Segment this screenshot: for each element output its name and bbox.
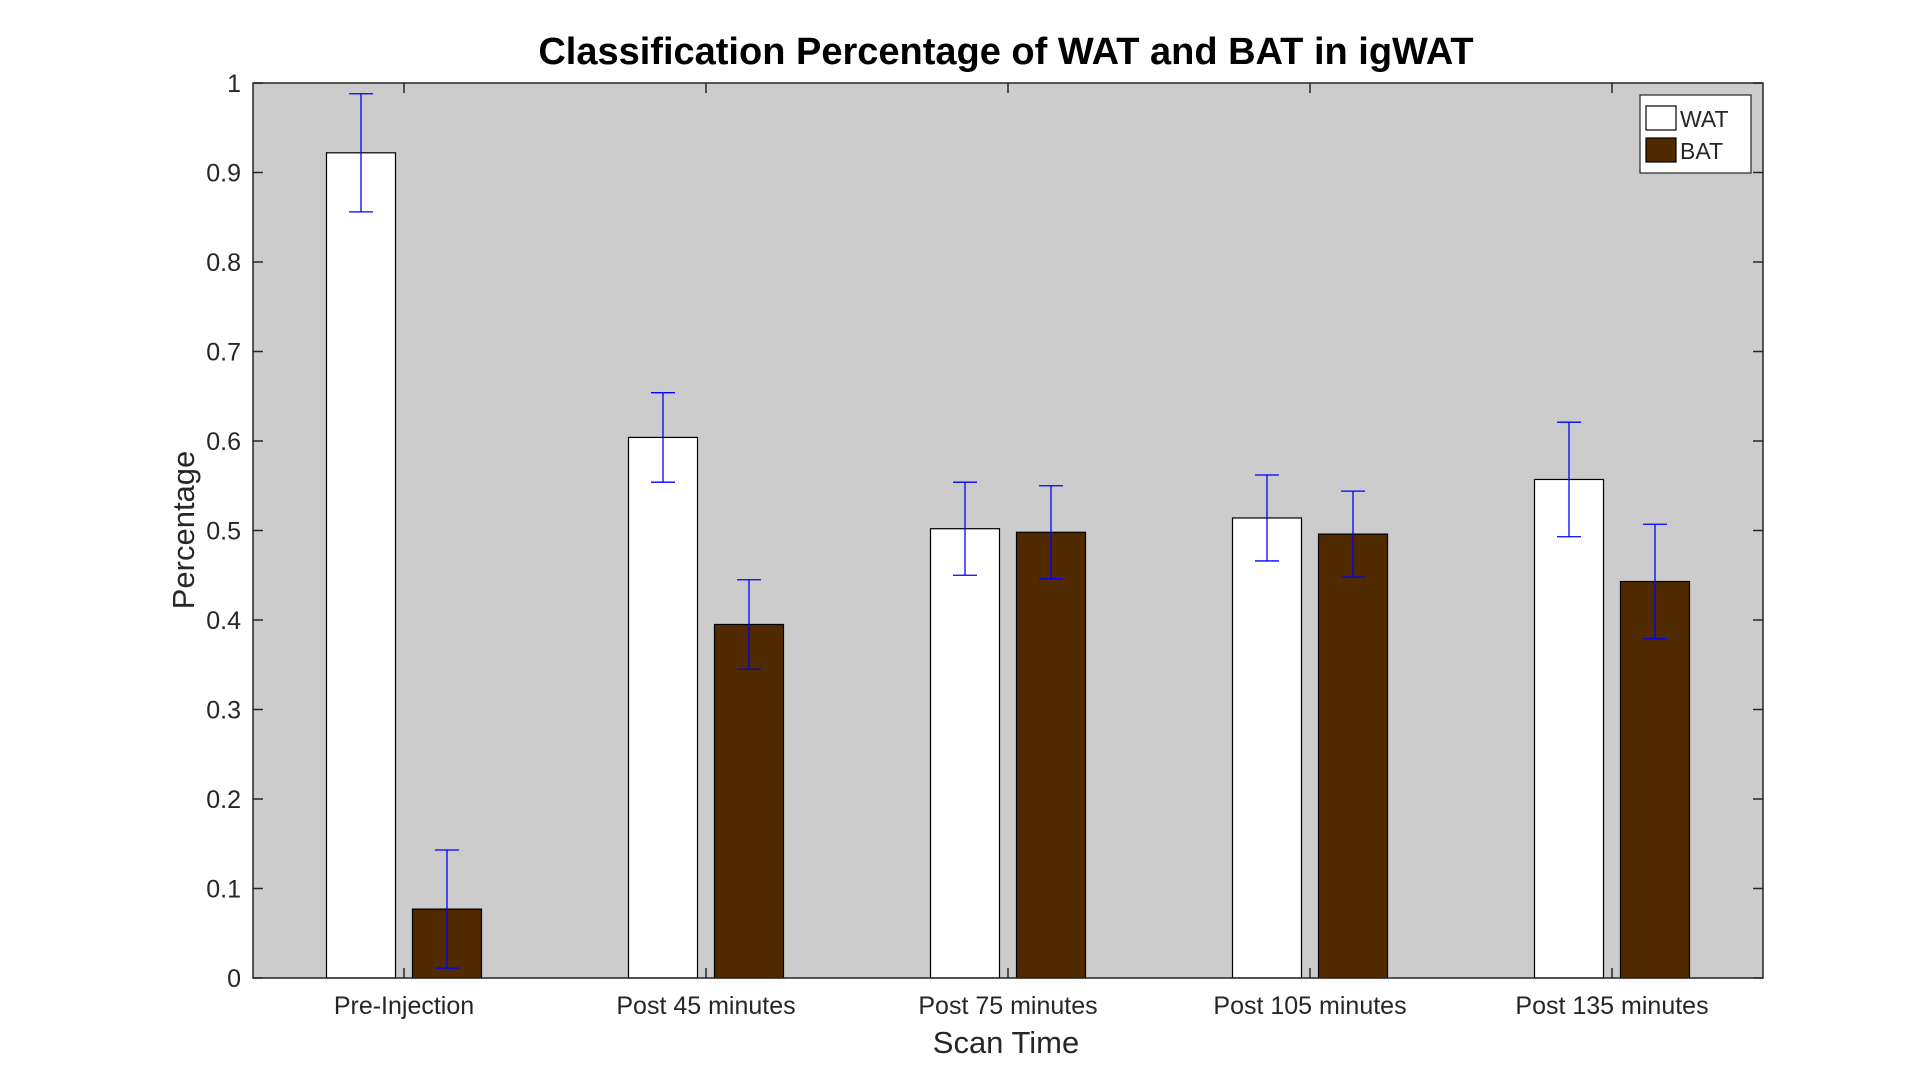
y-tick-label: 0.1 [206,876,241,904]
bar-bat [1015,531,1087,979]
bar-bat [713,623,785,979]
y-tick-label: 0.2 [206,786,241,814]
x-tick-label: Post 135 minutes [1515,992,1708,1020]
legend-swatch-bat [1645,137,1677,163]
y-tick-label: 0.6 [206,428,241,456]
plot-area [253,83,1763,978]
y-tick-label: 0.4 [206,607,241,635]
x-tick-label: Post 45 minutes [616,992,795,1020]
y-tick-label: 0.3 [206,697,241,725]
x-tick-label: Post 75 minutes [918,992,1097,1020]
chart-title: Classification Percentage of WAT and BAT… [538,31,1473,73]
legend-label-wat: WAT [1680,106,1729,132]
axes-frame [252,82,1764,979]
bar-wat [929,528,1001,979]
bar-wat [1533,478,1605,979]
bar-bat [1619,580,1691,979]
y-tick-label: 0.5 [206,518,241,546]
y-tick-label: 0.7 [206,339,241,367]
x-tick-label: Post 105 minutes [1213,992,1406,1020]
y-tick-label: 0 [227,965,241,993]
bar-wat [627,436,699,979]
y-axis-label: Percentage [166,451,201,610]
bar-wat [325,152,397,979]
x-tick-label: Pre-Injection [334,992,474,1020]
legend-swatch-wat [1645,105,1677,131]
bar-wat [1231,517,1303,979]
y-tick-label: 0.9 [206,160,241,188]
y-tick-label: 0.8 [206,249,241,277]
bar-bat [1317,533,1389,979]
x-axis-label: Scan Time [933,1025,1079,1060]
legend-label-bat: BAT [1680,138,1723,164]
y-tick-label: 1 [227,70,241,98]
